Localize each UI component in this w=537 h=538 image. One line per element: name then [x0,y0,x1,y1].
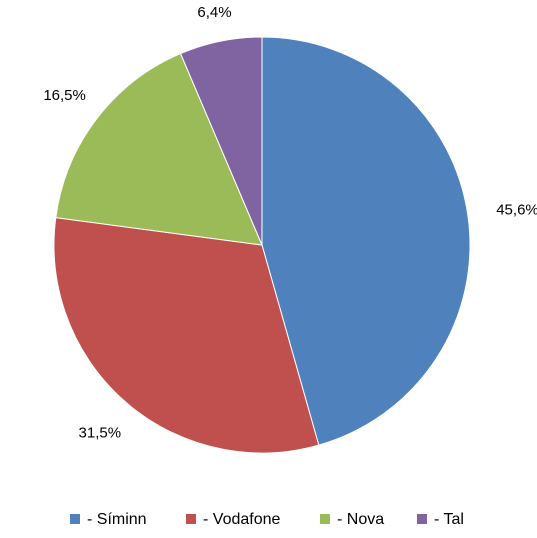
pie-slice-siminn [261,36,471,446]
legend-label-siminn: - Síminn [87,511,147,528]
pie-slice-tal [179,36,263,246]
legend-label-tal: - Tal [434,511,464,528]
legend-item-nova: - Nova [320,511,384,528]
legend-item-vodafone: - Vodafone [186,511,281,528]
legend-label-vodafone: - Vodafone [203,511,281,528]
pie-slices [53,36,471,454]
legend-item-tal: - Tal [417,511,464,528]
pie-slice-nova [55,52,263,246]
legend-swatch-nova [320,514,330,524]
pie-slice-vodafone [53,217,320,454]
pie-data-labels: 45,6% 31,5% 16,5% 6,4% [43,4,537,442]
legend-swatch-vodafone [186,514,196,524]
legend-swatch-siminn [70,514,80,524]
data-label-vodafone: 31,5% [79,425,122,442]
legend-label-nova: - Nova [337,511,384,528]
data-label-nova: 16,5% [43,87,86,104]
legend-swatch-tal [417,514,427,524]
data-label-siminn: 45,6% [496,202,537,219]
chart-legend: - Síminn - Vodafone - Nova - Tal [70,511,464,528]
data-label-tal: 6,4% [197,4,231,21]
legend-item-siminn: - Síminn [70,511,147,528]
